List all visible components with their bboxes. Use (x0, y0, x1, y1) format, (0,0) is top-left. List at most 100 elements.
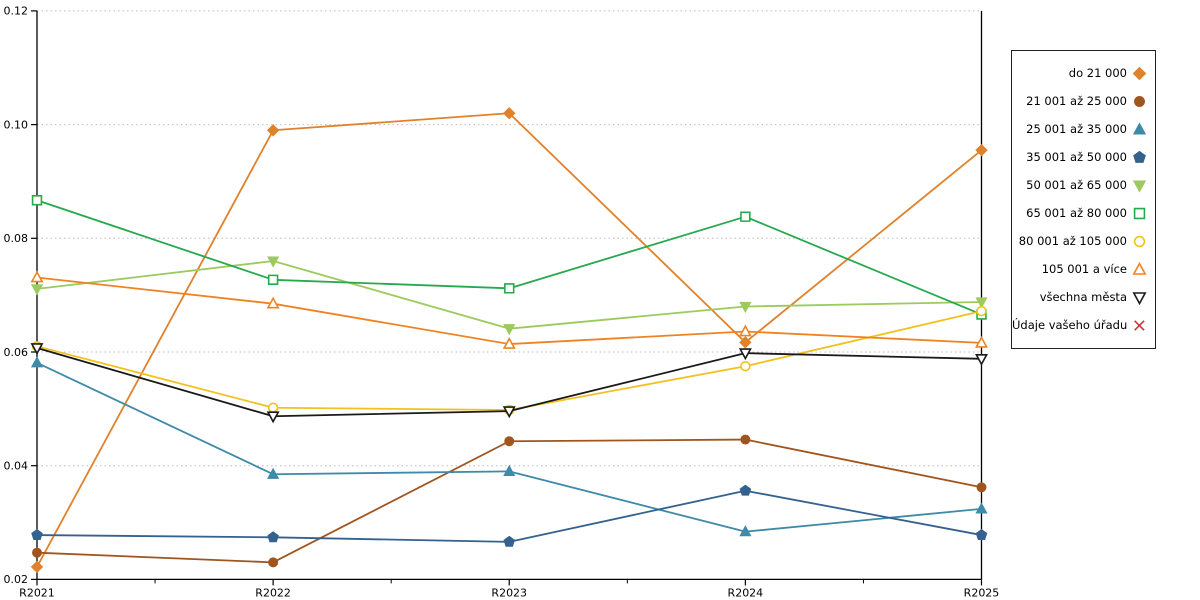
circle-marker-icon (1134, 96, 1145, 107)
legend-marker (1132, 262, 1147, 275)
y-tick-label: 0.06 (4, 346, 29, 359)
circle-marker-icon (976, 482, 987, 493)
diamond-marker-icon (266, 124, 280, 137)
pentagon-marker-icon (503, 535, 516, 547)
triangle-down-marker-icon (30, 284, 44, 296)
triangle-up-marker-icon (975, 335, 988, 348)
square-marker-icon (504, 283, 515, 294)
legend-marker (1132, 180, 1147, 193)
triangle-up-marker-icon (738, 324, 752, 337)
triangle-down-marker-icon (1132, 180, 1147, 193)
triangle-up-marker-icon (502, 336, 516, 349)
legend-item-label: 35 001 až 50 000 (1026, 149, 1127, 164)
legend-marker (1133, 207, 1146, 220)
pentagon-marker-icon (267, 531, 279, 543)
legend-item-label: 80 001 až 105 000 (1018, 233, 1127, 248)
legend-marker (1132, 122, 1147, 135)
y-tick-label: 0.04 (4, 460, 29, 473)
series-35 001 až 50 000 (31, 484, 988, 547)
series-21 001 až 25 000 (32, 434, 987, 568)
diamond-marker-icon (1132, 66, 1147, 81)
y-tick-label: 0.10 (4, 118, 29, 131)
pentagon-marker-icon (739, 484, 752, 496)
triangle-down-marker-icon (975, 353, 988, 366)
circle-marker-icon (267, 402, 279, 413)
legend-item: 21 001 až 25 000 (1012, 88, 1155, 116)
legend-item-label: 105 001 a více (1041, 261, 1127, 276)
legend-item: Údaje vašeho úřadu (1012, 312, 1155, 340)
triangle-up-marker-icon (30, 270, 44, 283)
square-marker-icon (267, 274, 279, 286)
legend-item: 80 001 až 105 000 (1012, 228, 1155, 256)
diamond-marker-icon (739, 336, 752, 349)
x-tick-label: R2025 (964, 586, 1000, 599)
y-tick-label: 0.12 (4, 5, 29, 18)
triangle-down-marker-icon (503, 324, 516, 336)
diamond-marker-icon (30, 560, 44, 574)
x-tick-label: R2022 (255, 586, 291, 599)
pentagon-marker-icon (1133, 150, 1146, 163)
x-tick-label: R2024 (728, 586, 764, 599)
legend-item-label: do 21 000 (1068, 65, 1127, 80)
series-80 001 až 105 000 (31, 305, 987, 416)
triangle-up-marker-icon (975, 502, 988, 514)
legend-item-label: 65 001 až 80 000 (1026, 205, 1127, 220)
diamond-marker-icon (503, 107, 516, 120)
legend-item: 105 001 a více (1012, 256, 1155, 284)
legend-marker (1132, 292, 1147, 305)
legend-marker (1133, 235, 1146, 248)
legend-item-label: 21 001 až 25 000 (1026, 93, 1127, 108)
diamond-marker-icon (975, 144, 988, 157)
legend-marker (1132, 66, 1147, 81)
x-tick-label: R2023 (491, 586, 527, 599)
circle-marker-icon (1133, 235, 1146, 248)
circle-marker-icon (740, 360, 751, 372)
square-marker-icon (31, 194, 43, 206)
triangle-down-marker-icon (30, 343, 44, 356)
circle-marker-icon (504, 436, 515, 447)
triangle-down-marker-icon (502, 406, 516, 419)
legend-marker (1134, 320, 1145, 331)
gridlines (37, 10, 982, 467)
triangle-down-marker-icon (1132, 292, 1147, 305)
series-všechna města (30, 343, 988, 424)
legend-item: 35 001 až 50 000 (1012, 144, 1155, 172)
legend-item: 65 001 až 80 000 (1012, 200, 1155, 228)
triangle-up-marker-icon (266, 296, 280, 309)
legend-item-label: všechna města (1039, 289, 1127, 304)
legend-item-label: Údaje vašeho úřadu (1012, 317, 1128, 332)
legend-marker (1134, 96, 1145, 107)
triangle-up-marker-icon (1132, 262, 1147, 275)
circle-marker-icon (32, 547, 42, 558)
series-do 21 000 (30, 107, 988, 574)
x-tick-label: R2021 (19, 586, 55, 599)
legend-item: všechna města (1012, 284, 1155, 312)
triangle-down-marker-icon (266, 411, 280, 424)
series-105 001 a více (30, 270, 988, 349)
series-50 001 až 65 000 (30, 256, 988, 336)
triangle-down-marker-icon (739, 301, 752, 314)
legend-item-label: 50 001 až 65 000 (1026, 177, 1127, 192)
triangle-up-marker-icon (503, 464, 516, 476)
square-marker-icon (740, 211, 751, 222)
axes: 0.02 0.04 0.06 0.08 0.10 0.12 R2021 R2022 R2023 R… (4, 5, 1000, 600)
triangle-up-marker-icon (30, 356, 44, 368)
triangle-up-marker-icon (1132, 122, 1147, 135)
pentagon-marker-icon (31, 528, 43, 540)
x-marker-icon (1134, 320, 1145, 331)
legend-marker (1133, 150, 1146, 163)
triangle-down-marker-icon (738, 348, 752, 361)
triangle-down-marker-icon (975, 297, 988, 309)
series-line (36, 199, 982, 316)
circle-marker-icon (268, 557, 279, 568)
legend-item-label: 25 001 až 35 000 (1026, 121, 1127, 136)
pentagon-marker-icon (975, 528, 988, 540)
legend-box: do 21 000 21 001 až 25 000 25 001 až 35 00… (1011, 50, 1156, 349)
circle-marker-icon (740, 434, 751, 445)
circle-marker-icon (976, 305, 987, 317)
triangle-up-marker-icon (739, 525, 752, 537)
legend-item: 50 001 až 65 000 (1012, 172, 1155, 200)
triangle-up-marker-icon (267, 467, 280, 479)
